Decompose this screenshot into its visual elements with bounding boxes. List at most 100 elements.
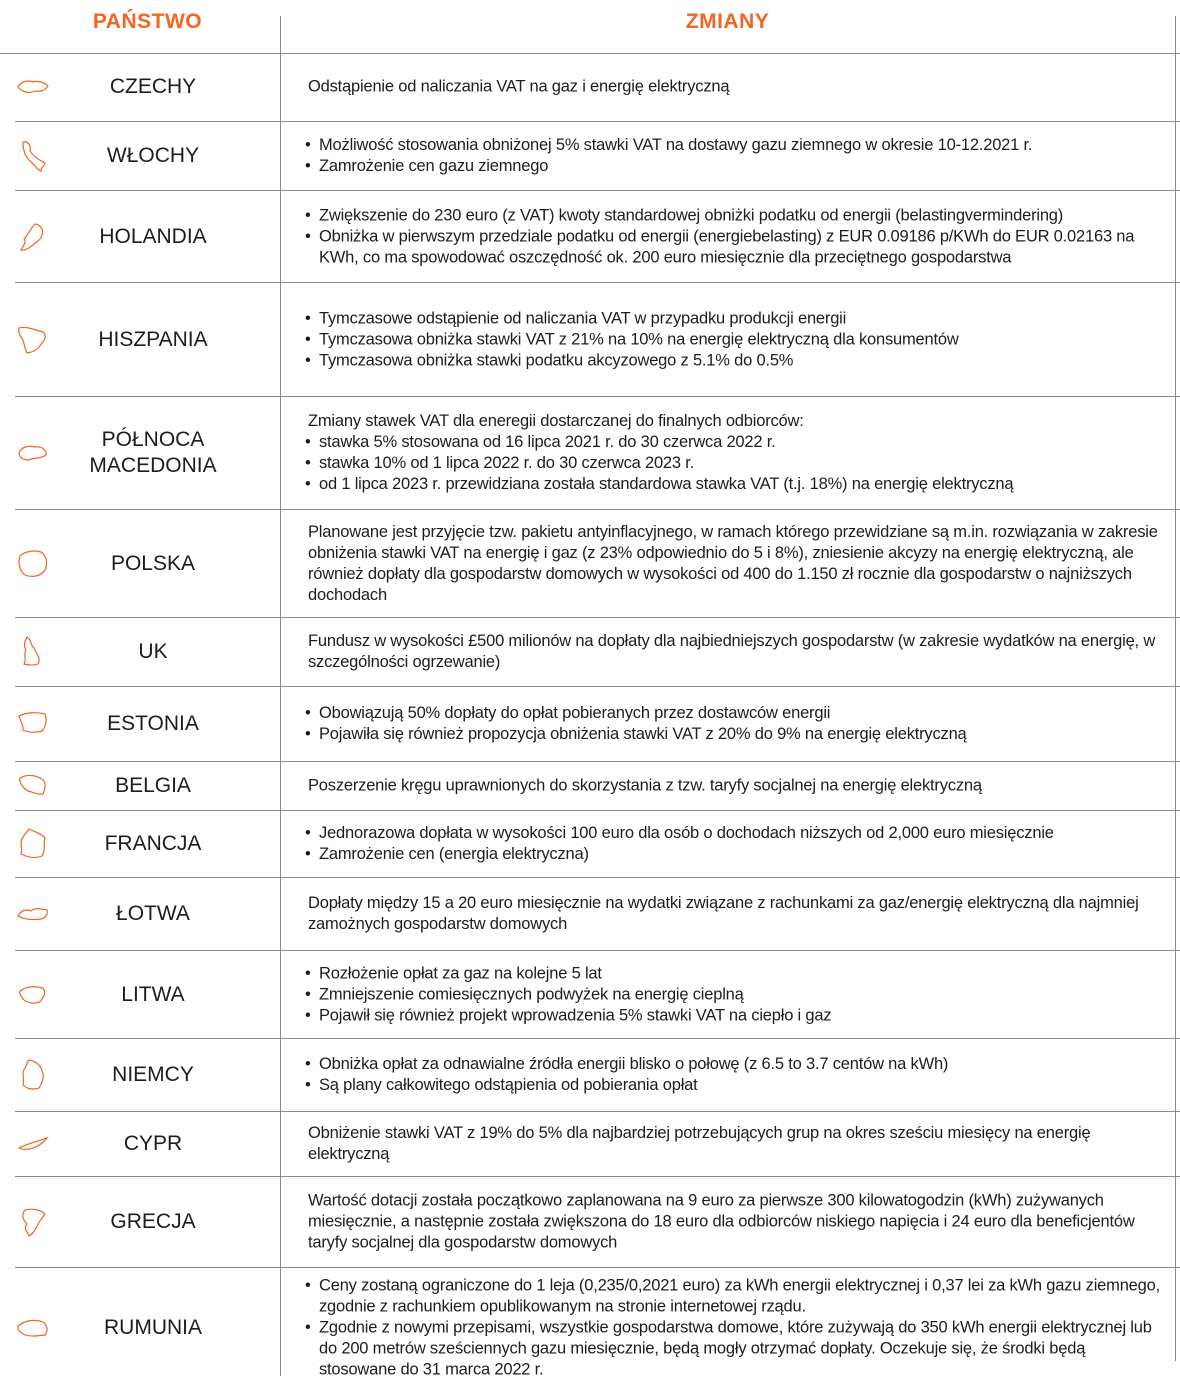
north-macedonia-map-icon bbox=[18, 445, 47, 461]
changes-list: Rozłożenie opłat za gaz na kolejne 5 lat… bbox=[305, 963, 1163, 1026]
changes-cell: Rozłożenie opłat za gaz na kolejne 5 lat… bbox=[305, 963, 1163, 1026]
changes-text: Wartość dotacji została początkowo zapla… bbox=[308, 1191, 1135, 1252]
changes-cell: Wartość dotacji została początkowo zapla… bbox=[308, 1191, 1163, 1254]
right-border bbox=[1175, 16, 1176, 1361]
table-row: HOLANDIA Zwiększenie do 230 euro (z VAT) … bbox=[15, 191, 1180, 283]
country-name: FRANCJA bbox=[104, 832, 202, 855]
changes-text: Obniżenie stawki VAT z 19% do 5% dla naj… bbox=[308, 1124, 1091, 1163]
list-item: Obowiązują 50% dopłaty do opłat pobieran… bbox=[305, 703, 1163, 724]
changes-text: Planowane jest przyjęcie tzw. pakietu an… bbox=[308, 522, 1158, 604]
changes-cell: Zwiększenie do 230 euro (z VAT) kwoty st… bbox=[305, 205, 1163, 268]
changes-cell: Zmiany stawek VAT dla eneregii dostarcza… bbox=[305, 411, 1163, 495]
country-name: LITWA bbox=[121, 982, 185, 1006]
greece-map-icon bbox=[22, 1208, 46, 1237]
list-item: Zamrożenie cen gazu ziemnego bbox=[305, 156, 1163, 177]
changes-cell: Obniżenie stawki VAT z 19% do 5% dla naj… bbox=[308, 1123, 1163, 1165]
belgium-map-icon bbox=[19, 774, 46, 795]
changes-text: Fundusz w wysokości £500 milionów na dop… bbox=[308, 632, 1156, 671]
table-row: LITWA Rozłożenie opłat za gaz na kolejne … bbox=[15, 951, 1180, 1039]
changes-list: stawka 5% stosowana od 16 lipca 2021 r. … bbox=[305, 432, 1163, 495]
spain-map-icon bbox=[18, 326, 46, 354]
column-header-country: PAŃSTWO bbox=[92, 10, 203, 33]
country-name: WŁOCHY bbox=[106, 144, 200, 167]
changes-text: Poszerzenie kręgu uprawnionych do skorzy… bbox=[308, 776, 982, 795]
table-header: PAŃSTWO ZMIANY bbox=[0, 0, 1180, 54]
table-row: UK Fundusz w wysokości £500 milionów na d… bbox=[15, 618, 1180, 687]
changes-list: Możliwość stosowania obniżonej 5% stawki… bbox=[305, 135, 1163, 177]
country-name: NIEMCY bbox=[112, 1063, 194, 1086]
table-row: WŁOCHY Możliwość stosowania obniżonej 5% … bbox=[15, 122, 1180, 191]
list-item: Obniżka opłat za odnawialne źródła energ… bbox=[305, 1054, 1163, 1075]
country-name: GRECJA bbox=[110, 1210, 196, 1233]
country-name: RUMUNIA bbox=[104, 1316, 202, 1339]
country-name: ŁOTWA bbox=[116, 902, 190, 925]
changes-intro: Zmiany stawek VAT dla eneregii dostarcza… bbox=[308, 412, 804, 430]
list-item: stawka 10% od 1 lipca 2022 r. do 30 czer… bbox=[305, 453, 1163, 474]
list-item: Jednorazowa dopłata w wysokości 100 euro… bbox=[305, 823, 1163, 844]
france-map-icon bbox=[20, 828, 46, 859]
list-item: Zgodnie z nowymi przepisami, wszystkie g… bbox=[305, 1318, 1163, 1381]
changes-cell: Obowiązują 50% dopłaty do opłat pobieran… bbox=[305, 703, 1163, 745]
table-row: PÓŁNOCA MACEDONIA Zmiany stawek VAT dla e… bbox=[15, 397, 1180, 510]
list-item: Tymczasowa obniżka stawki VAT z 21% na 1… bbox=[305, 329, 1163, 350]
list-item: Możliwość stosowania obniżonej 5% stawki… bbox=[305, 135, 1163, 156]
list-item: Pojawił się również projekt wprowadzenia… bbox=[305, 1005, 1163, 1026]
table-row: RUMUNIA Ceny zostaną ograniczone do 1 lej… bbox=[15, 1268, 1180, 1388]
table-row: ESTONIA Obowiązują 50% dopłaty do opłat p… bbox=[15, 687, 1180, 762]
table-row: CZECHY Odstąpienie od naliczania VAT na g… bbox=[15, 53, 1180, 122]
country-name: ESTONIA bbox=[107, 712, 199, 735]
changes-text: Dopłaty między 15 a 20 euro miesięcznie … bbox=[308, 894, 1139, 933]
list-item: Obniżka w pierwszym przedziale podatku o… bbox=[305, 226, 1163, 268]
list-item: Są plany całkowitego odstąpienia od pobi… bbox=[305, 1075, 1163, 1096]
changes-cell: Ceny zostaną ograniczone do 1 leja (0,23… bbox=[305, 1276, 1163, 1381]
changes-list: Tymczasowe odstąpienie od naliczania VAT… bbox=[305, 308, 1163, 371]
country-name: HOLANDIA bbox=[99, 224, 207, 248]
changes-list: Obowiązują 50% dopłaty do opłat pobieran… bbox=[305, 703, 1163, 745]
changes-cell: Planowane jest przyjęcie tzw. pakietu an… bbox=[308, 522, 1163, 606]
changes-cell: Możliwość stosowania obniżonej 5% stawki… bbox=[305, 135, 1163, 177]
changes-list: Ceny zostaną ograniczone do 1 leja (0,23… bbox=[305, 1276, 1163, 1381]
country-name: POLSKA bbox=[110, 551, 196, 575]
changes-list: Obniżka opłat za odnawialne źródła energ… bbox=[305, 1054, 1163, 1096]
latvia-map-icon bbox=[17, 908, 48, 921]
table-row: POLSKA Planowane jest przyjęcie tzw. paki… bbox=[15, 510, 1180, 618]
table-row: ŁOTWA Dopłaty między 15 a 20 euro miesięc… bbox=[15, 878, 1180, 951]
germany-map-icon bbox=[22, 1059, 44, 1090]
table-row: NIEMCY Obniżka opłat za odnawialne źródła… bbox=[15, 1039, 1180, 1112]
cyprus-map-icon bbox=[17, 1136, 49, 1151]
list-item: Tymczasowa obniżka stawki podatku akcyzo… bbox=[305, 350, 1163, 371]
list-item: Zwiększenie do 230 euro (z VAT) kwoty st… bbox=[305, 205, 1163, 226]
changes-cell: Odstąpienie od naliczania VAT na gaz i e… bbox=[308, 77, 1163, 98]
column-divider bbox=[280, 16, 281, 1376]
table-row: BELGIA Poszerzenie kręgu uprawnionych do … bbox=[15, 762, 1180, 811]
country-name: BELGIA bbox=[115, 774, 191, 797]
table-row: HISZPANIA Tymczasowe odstąpienie od nalic… bbox=[15, 283, 1180, 397]
list-item: od 1 lipca 2023 r. przewidziana została … bbox=[305, 474, 1163, 495]
list-item: Rozłożenie opłat za gaz na kolejne 5 lat bbox=[305, 963, 1163, 984]
table-row: FRANCJA Jednorazowa dopłata w wysokości 1… bbox=[15, 811, 1180, 878]
italy-map-icon bbox=[22, 141, 46, 172]
table-row: CYPR Obniżenie stawki VAT z 19% do 5% dla… bbox=[15, 1112, 1180, 1177]
changes-cell: Obniżka opłat za odnawialne źródła energ… bbox=[305, 1054, 1163, 1096]
country-name: HISZPANIA bbox=[98, 327, 208, 351]
list-item: stawka 5% stosowana od 16 lipca 2021 r. … bbox=[305, 432, 1163, 453]
table-row: GRECJA Wartość dotacji została początkowo… bbox=[15, 1177, 1180, 1268]
netherlands-map-icon bbox=[20, 222, 44, 251]
estonia-map-icon bbox=[18, 712, 47, 733]
uk-map-icon bbox=[23, 636, 40, 666]
changes-list: Jednorazowa dopłata w wysokości 100 euro… bbox=[305, 823, 1163, 865]
list-item: Zamrożenie cen (energia elektryczna) bbox=[305, 844, 1163, 865]
poland-map-icon bbox=[18, 549, 48, 577]
changes-text: Odstąpienie od naliczania VAT na gaz i e… bbox=[308, 77, 730, 96]
list-item: Ceny zostaną ograniczone do 1 leja (0,23… bbox=[305, 1276, 1163, 1318]
country-name: CZECHY bbox=[109, 75, 197, 98]
changes-list: Zwiększenie do 230 euro (z VAT) kwoty st… bbox=[305, 205, 1163, 268]
lithuania-map-icon bbox=[19, 985, 46, 1004]
column-header-changes: ZMIANY bbox=[685, 10, 770, 33]
country-name: PÓŁNOCA MACEDONIA bbox=[89, 428, 217, 477]
list-item: Tymczasowe odstąpienie od naliczania VAT… bbox=[305, 308, 1163, 329]
changes-cell: Tymczasowe odstąpienie od naliczania VAT… bbox=[305, 308, 1163, 371]
country-name: CYPR bbox=[123, 1132, 183, 1155]
country-name: UK bbox=[138, 640, 168, 663]
changes-cell: Dopłaty między 15 a 20 euro miesięcznie … bbox=[308, 893, 1163, 935]
